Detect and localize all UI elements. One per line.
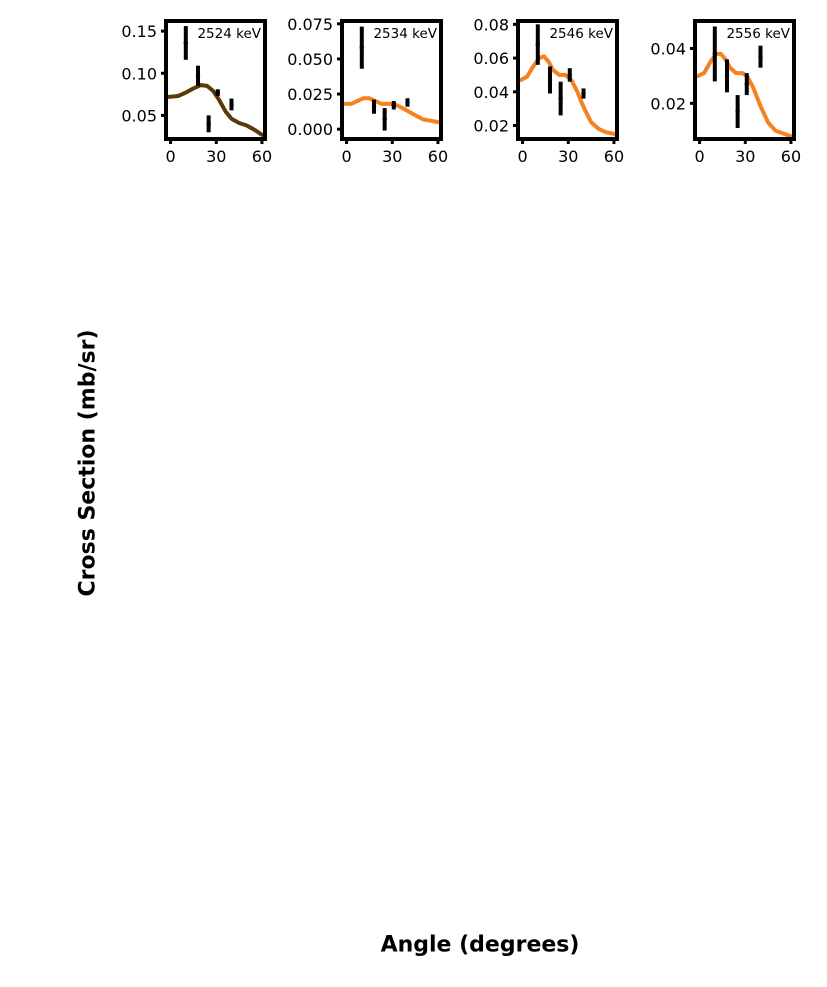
panel-4: 0 30 60 0.02 0.04 2556 keV — [650, 19, 801, 166]
data-point — [195, 73, 201, 78]
data-point — [558, 96, 563, 101]
y-tick-label: 0.075 — [287, 15, 333, 34]
fit-curve — [343, 96, 440, 125]
data-point — [712, 51, 717, 57]
x-tick-label: 30 — [558, 147, 578, 166]
panel-title: 2534 keV — [373, 26, 437, 42]
data-point — [371, 104, 377, 109]
x-tick-label: 0 — [341, 147, 351, 166]
x-tick-label: 60 — [781, 147, 801, 166]
panel-3: 0 30 60 0.02 0.04 0.06 0.08 2546 keV — [473, 15, 624, 166]
y-tick-label: 0.02 — [650, 94, 686, 113]
data-point — [547, 77, 553, 83]
x-tick-label: 30 — [206, 147, 226, 166]
y-axis-label: Cross Section (mb/sr) — [75, 329, 101, 597]
y-tick-label: 0.08 — [473, 15, 509, 34]
x-tick-label: 60 — [428, 147, 448, 166]
panel-title: 2556 keV — [726, 26, 790, 42]
x-axis-label: Angle (degrees) — [380, 932, 580, 958]
x-tick-label: 60 — [604, 147, 624, 166]
fit-curve — [167, 83, 264, 137]
y-tick-label: 0.050 — [287, 50, 333, 69]
data-point — [206, 121, 211, 127]
y-tick-label: 0.04 — [650, 39, 686, 58]
y-tick-label: 0.15 — [121, 22, 157, 41]
x-tick-label: 0 — [165, 147, 175, 166]
data-point — [405, 100, 410, 105]
plot-area — [343, 26, 440, 131]
data-point — [382, 117, 387, 122]
y-tick-label: 0.06 — [473, 49, 509, 68]
data-point — [744, 81, 749, 87]
y-tick-label: 0.000 — [287, 120, 333, 139]
y-tick-label: 0.05 — [121, 106, 157, 125]
data-point — [724, 73, 730, 79]
data-point — [229, 102, 234, 107]
y-tick-label: 0.025 — [287, 85, 333, 104]
fit-curve — [696, 51, 793, 139]
y-tick-label: 0.02 — [473, 117, 509, 136]
plot-area — [696, 26, 793, 139]
data-point — [183, 40, 188, 46]
data-point — [758, 54, 763, 59]
y-tick-label: 0.04 — [473, 83, 509, 102]
x-tick-label: 60 — [252, 147, 272, 166]
panel-title: 2546 keV — [549, 26, 613, 42]
x-tick-label: 30 — [735, 147, 755, 166]
plot-area — [167, 26, 264, 137]
data-point — [581, 91, 586, 96]
data-point — [359, 45, 364, 50]
plot-area — [519, 24, 616, 136]
fit-curve — [519, 54, 616, 136]
data-point — [391, 103, 396, 108]
data-point — [567, 72, 572, 78]
x-tick-label: 0 — [517, 147, 527, 166]
panel-title: 2524 keV — [197, 26, 261, 42]
data-point — [215, 90, 220, 95]
panel-2: 0 30 60 0.000 0.025 0.050 0.075 2534 keV — [287, 15, 448, 166]
data-point — [535, 42, 540, 47]
x-tick-label: 0 — [694, 147, 704, 166]
data-point — [735, 109, 740, 114]
y-tick-label: 0.10 — [121, 64, 157, 83]
x-tick-label: 30 — [382, 147, 402, 166]
panel-1: 0 30 60 0.05 0.10 0.15 2524 keV — [121, 19, 272, 166]
